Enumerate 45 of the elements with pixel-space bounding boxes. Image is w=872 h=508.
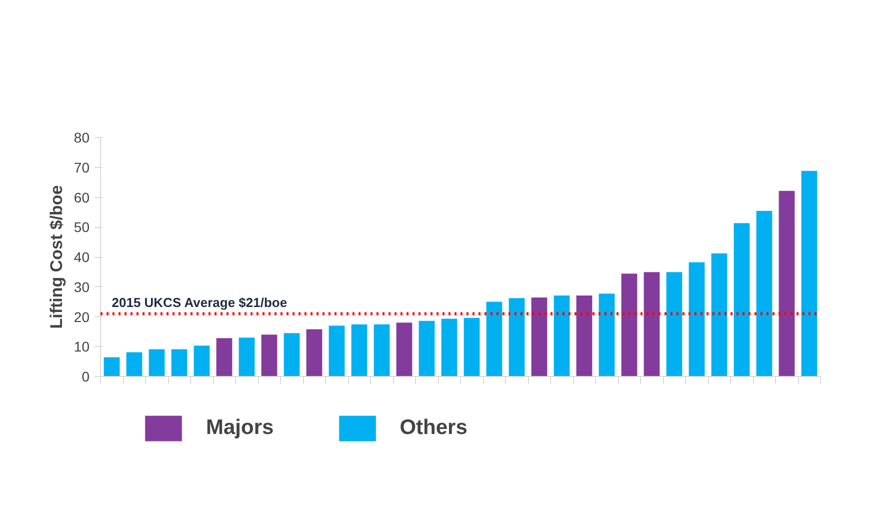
bar [598, 292, 616, 376]
bar [620, 272, 638, 376]
y-tick-label: 50 [74, 219, 90, 236]
bar [350, 323, 368, 376]
bar [642, 271, 661, 376]
bar [102, 356, 121, 376]
bar [800, 170, 818, 376]
bar [530, 296, 548, 376]
bar [440, 318, 458, 376]
bar [665, 271, 684, 376]
bar [710, 252, 728, 376]
bar [170, 348, 188, 376]
y-tick-label: 80 [74, 130, 90, 146]
bar [305, 328, 324, 376]
y-tick-label: 60 [74, 189, 90, 206]
bar [215, 337, 234, 376]
bar [125, 351, 144, 376]
bar [688, 261, 706, 376]
legend-label: Majors [206, 416, 274, 440]
bar [575, 294, 594, 376]
y-tick-label: 40 [74, 249, 90, 265]
y-tick-label: 30 [74, 278, 90, 295]
y-tick-label: 20 [74, 308, 90, 325]
y-tick-label: 10 [74, 338, 90, 355]
bar [372, 323, 391, 376]
bar [148, 348, 166, 376]
ref-line-label: 2015 UKCS Average $21/boe [112, 294, 288, 310]
bar [508, 297, 526, 376]
bar [755, 210, 774, 376]
bar [260, 334, 278, 376]
bar [395, 322, 414, 376]
bar [732, 222, 751, 376]
bar [485, 300, 504, 376]
bar [778, 190, 796, 376]
bar [192, 344, 211, 376]
legend-label: Others [400, 416, 468, 440]
bar [552, 294, 571, 376]
bar [282, 332, 301, 376]
y-tick-label: 70 [74, 159, 90, 176]
bar [462, 316, 481, 376]
y-tick-label: 0 [82, 368, 90, 384]
bar [328, 324, 346, 376]
bar [238, 336, 256, 376]
y-axis-title: Lifting Cost $/boe [46, 185, 66, 329]
bar [418, 320, 436, 376]
